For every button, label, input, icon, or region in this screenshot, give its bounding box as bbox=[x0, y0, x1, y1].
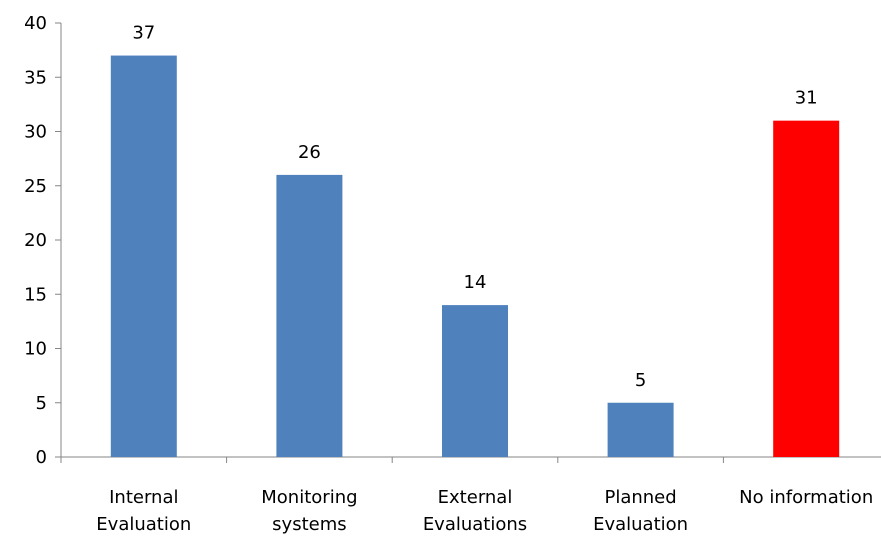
y-tick-label: 15 bbox=[24, 284, 47, 305]
category-label: Monitoring bbox=[261, 487, 357, 508]
data-labels: 37 26 14 5 31 bbox=[132, 23, 817, 391]
data-label: 37 bbox=[132, 23, 155, 44]
x-axis bbox=[60, 456, 881, 463]
y-tick-label: 10 bbox=[24, 339, 47, 360]
data-label: 26 bbox=[298, 142, 321, 163]
y-tick-label: 40 bbox=[24, 13, 47, 34]
bars bbox=[110, 55, 840, 458]
y-tick-label: 20 bbox=[24, 230, 47, 251]
bar bbox=[276, 174, 343, 457]
data-label: 14 bbox=[464, 272, 487, 293]
y-tick-label: 5 bbox=[36, 393, 47, 414]
bar bbox=[607, 402, 674, 457]
y-tick-label: 0 bbox=[36, 447, 47, 468]
category-label: Evaluation bbox=[593, 514, 688, 535]
bar bbox=[110, 55, 177, 458]
category-label: systems bbox=[272, 514, 346, 535]
data-label: 5 bbox=[635, 370, 646, 391]
category-label: Evaluations bbox=[423, 514, 527, 535]
data-label: 31 bbox=[795, 88, 818, 109]
category-labels: Internal Evaluation Monitoring systems Exter… bbox=[96, 487, 873, 535]
y-tick-label: 30 bbox=[24, 122, 47, 143]
category-label: No information bbox=[739, 487, 873, 508]
category-label: Internal bbox=[109, 487, 178, 508]
category-label: Evaluation bbox=[96, 514, 191, 535]
y-axis: 0 5 10 15 20 25 30 35 40 bbox=[24, 13, 62, 468]
bar bbox=[773, 120, 840, 458]
y-tick-label: 25 bbox=[24, 176, 47, 197]
y-tick-label: 35 bbox=[24, 67, 47, 88]
category-label: Planned bbox=[604, 487, 676, 508]
category-label: External bbox=[438, 487, 513, 508]
bar bbox=[442, 305, 508, 457]
